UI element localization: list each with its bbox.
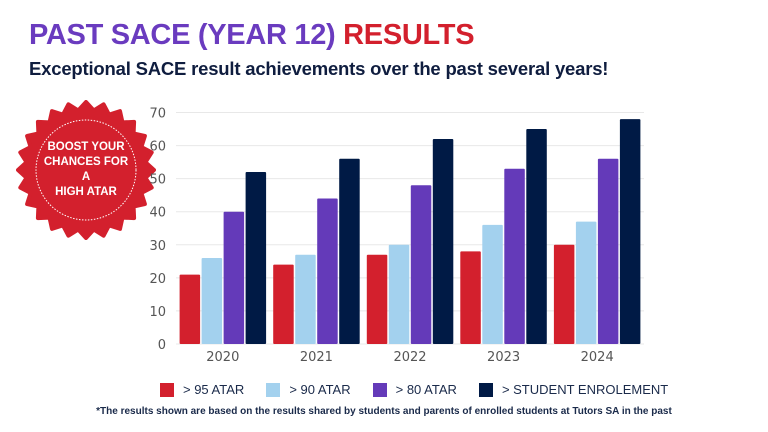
legend-item: > 90 ATAR xyxy=(266,382,351,397)
bar xyxy=(460,251,481,344)
bar xyxy=(179,274,201,344)
footnote: *The results shown are based on the resu… xyxy=(96,406,672,417)
x-tick-label: 2021 xyxy=(300,350,333,365)
bar xyxy=(482,224,503,344)
chart-legend: > 95 ATAR > 90 ATAR > 80 ATAR > STUDENT … xyxy=(160,382,690,397)
bar-chart: 0 10 20 30 40 50 60 70 2020 2021 2022 2023 2024 xyxy=(149,107,644,365)
legend-item: > STUDENT ENROLEMENT xyxy=(478,382,669,397)
legend-label: > STUDENT ENROLEMENT xyxy=(501,382,669,397)
badge-line: A xyxy=(81,171,91,183)
y-tick-label: 50 xyxy=(149,173,166,188)
bar xyxy=(526,129,547,344)
bar xyxy=(619,119,641,344)
legend-label: > 90 ATAR xyxy=(289,382,351,397)
bar xyxy=(366,254,388,344)
legend-swatch xyxy=(478,382,493,397)
bar xyxy=(339,158,360,344)
bar xyxy=(432,139,454,344)
y-tick-label: 0 xyxy=(158,338,166,353)
legend-swatch xyxy=(266,382,281,397)
starburst-badge-icon xyxy=(16,100,156,240)
y-tick-label: 40 xyxy=(149,206,166,221)
legend-label: > 95 ATAR xyxy=(183,382,245,397)
y-tick-label: 20 xyxy=(149,272,166,287)
legend-label: > 80 ATAR xyxy=(395,382,457,397)
y-tick-label: 60 xyxy=(149,140,166,155)
bar xyxy=(553,244,575,344)
bar xyxy=(245,172,267,344)
bar xyxy=(597,158,619,344)
legend-item: > 95 ATAR xyxy=(160,382,244,397)
y-tick-label: 30 xyxy=(149,239,166,254)
bar xyxy=(388,244,410,344)
badge-ring xyxy=(35,119,137,221)
bar xyxy=(317,198,338,344)
x-tick-label: 2023 xyxy=(487,350,520,365)
legend-swatch xyxy=(160,382,174,397)
page-subtitle: Exceptional SACE result achievements ove… xyxy=(29,58,609,79)
badge-line: CHANCES FOR xyxy=(43,156,129,168)
legend-item: > 80 ATAR xyxy=(372,382,457,397)
x-tick-label: 2022 xyxy=(393,350,426,365)
badge-line: HIGH ATAR xyxy=(55,186,117,198)
badge-line: BOOST YOUR xyxy=(47,141,125,153)
bar xyxy=(575,221,597,344)
page-title: PAST SACE (YEAR 12) RESULTS xyxy=(29,19,475,52)
badge-text: BOOST YOUR CHANCES FOR A HIGH ATAR xyxy=(16,100,156,240)
title-red-part: RESULTS xyxy=(343,19,475,51)
bar xyxy=(273,264,294,344)
legend-swatch xyxy=(372,382,387,397)
bar xyxy=(223,211,245,344)
y-tick-label: 10 xyxy=(149,305,166,320)
bar xyxy=(295,254,316,344)
x-tick-label: 2024 xyxy=(581,350,614,365)
x-tick-label: 2020 xyxy=(206,350,239,365)
bar xyxy=(504,168,525,344)
bar xyxy=(410,185,432,344)
bar xyxy=(201,258,223,344)
badge-shape xyxy=(16,100,156,240)
y-tick-label: 70 xyxy=(149,107,166,122)
title-purple-part: PAST SACE (YEAR 12) xyxy=(29,19,336,51)
